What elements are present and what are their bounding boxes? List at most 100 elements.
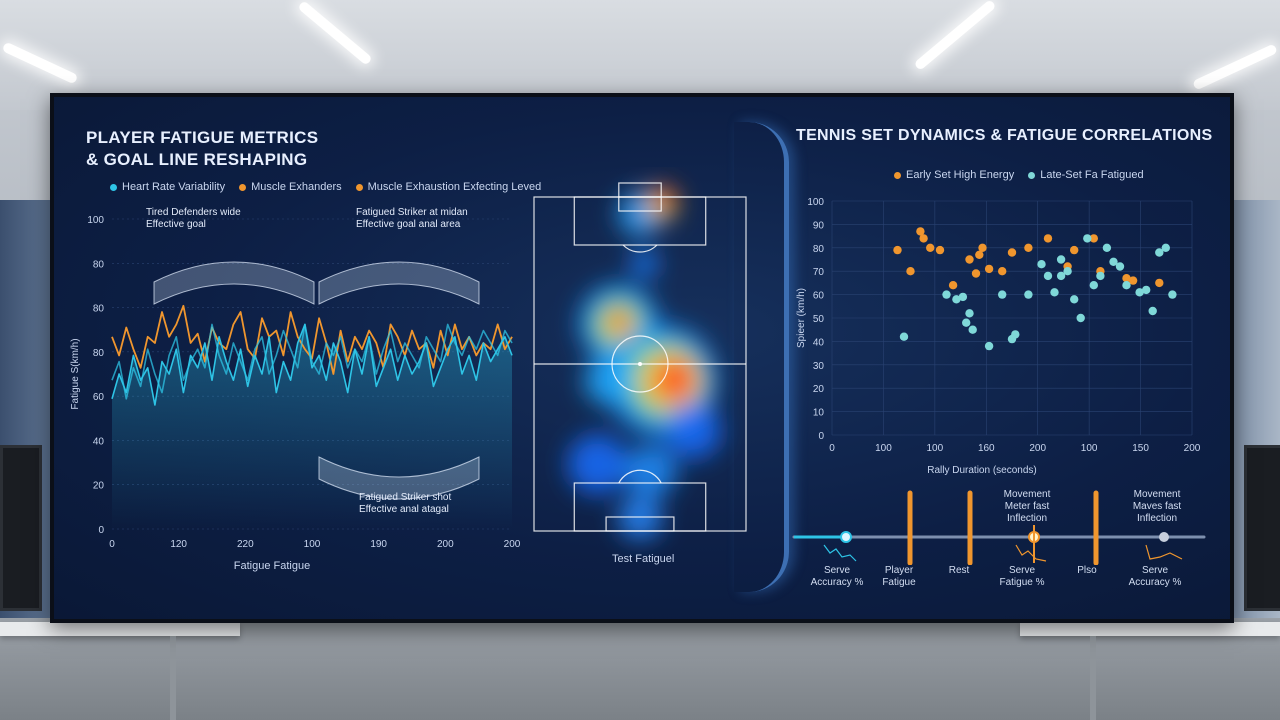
desk-monitor <box>0 445 42 611</box>
annotation-text: Fatigued Striker shot <box>359 492 451 503</box>
scatter-point <box>916 227 925 236</box>
scatter-point <box>1155 278 1164 288</box>
x-tick-label: 0 <box>829 443 835 454</box>
left-panel-title: PLAYER FATIGUE METRICS & GOAL LINE RESHA… <box>86 127 318 171</box>
desk-monitor <box>1244 445 1280 611</box>
legend-label: Late-Set Fa Fatigued <box>1040 169 1144 181</box>
right-panel-title: TENNIS SET DYNAMICS & FATIGUE CORRELATIO… <box>796 127 1213 144</box>
scatter-point <box>975 250 984 259</box>
series-area <box>112 324 512 529</box>
fatigue-line-chart: 0 20 40 60 80 80 80 100 0 120 220 100 190 200 200 Fatig… <box>70 207 521 572</box>
scatter-point <box>1122 281 1131 290</box>
timeline-label: Rest <box>922 565 996 577</box>
scatter-point <box>942 290 951 299</box>
scatter-point <box>1083 234 1092 243</box>
legend-label: Muscle Exhanders <box>251 181 342 193</box>
y-tick-label: 60 <box>813 291 825 302</box>
x-tick-label: 120 <box>170 539 187 550</box>
scatter-point <box>1115 262 1125 271</box>
heat-blob <box>665 402 721 459</box>
timeline-top-label: Movement Maves fast Inflection <box>1120 489 1194 525</box>
desk-leg <box>1090 636 1096 720</box>
scatter-point <box>1070 295 1079 304</box>
scatter-point <box>1037 260 1046 269</box>
annotation-text: Effective goal <box>146 219 206 230</box>
scatter-point <box>919 234 928 243</box>
y-tick-label: 90 <box>813 220 825 231</box>
dashboard-screen: PLAYER FATIGUE METRICS & GOAL LINE RESHA… <box>50 93 1234 623</box>
x-axis-label: Rally Duration (seconds) <box>927 465 1037 475</box>
tl-top-line: Inflection <box>1006 513 1048 524</box>
tl-line: Serve <box>1008 565 1036 576</box>
y-tick-label: 20 <box>813 384 825 395</box>
sparkline <box>823 544 857 562</box>
tl-line: Rest <box>948 565 970 576</box>
match-timeline <box>792 490 1206 565</box>
penalty-arc-bottom <box>618 469 662 484</box>
tl-line: Fatigue % <box>999 577 1045 588</box>
x-tick-label: 190 <box>370 539 387 550</box>
annotation-text: Effective goal anal area <box>356 219 461 230</box>
heat-blob <box>666 362 691 387</box>
legend-dot <box>110 183 117 191</box>
legend-dot <box>894 171 901 179</box>
y-tick-label: 0 <box>98 525 104 536</box>
center-circle <box>611 335 669 393</box>
x-tick-label: 0 <box>109 539 115 550</box>
ceiling <box>0 0 1280 110</box>
y-tick-label: 70 <box>813 267 825 278</box>
scatter-point <box>948 281 958 290</box>
sparkline <box>1145 544 1183 560</box>
glass-callout <box>318 456 480 500</box>
legend-item: Late-Set Fa Fatigued <box>1028 169 1144 181</box>
y-tick-label: 60 <box>93 392 105 403</box>
y-tick-label: 20 <box>93 481 105 492</box>
scatter-point <box>962 318 971 327</box>
center-spot <box>638 362 642 366</box>
tl-top-line: Meter fast <box>1004 501 1050 512</box>
scatter-point <box>1089 234 1098 243</box>
scatter-point <box>998 267 1007 276</box>
series-line <box>111 323 513 406</box>
scatter-point <box>1076 313 1085 323</box>
y-tick-label: 100 <box>87 215 104 226</box>
glass-callout <box>318 261 480 305</box>
y-axis-label: Spieer (km/h) <box>796 288 807 348</box>
tl-line: Serve <box>823 565 851 576</box>
legend-item: Muscle Exhanders <box>239 181 342 193</box>
legend-dot <box>239 183 247 191</box>
x-tick-label: 220 <box>237 539 254 550</box>
tl-top-line: Maves fast <box>1132 501 1182 512</box>
pitch-lines <box>533 182 747 532</box>
scatter-point <box>1168 290 1177 299</box>
y-tick-label: 80 <box>93 304 105 315</box>
scatter-point <box>1102 243 1112 252</box>
goal-top <box>618 182 662 198</box>
y-tick-label: 50 <box>813 314 825 325</box>
scatter-point <box>952 295 961 304</box>
scatter-point <box>1096 271 1105 281</box>
y-tick-label: 40 <box>813 337 825 348</box>
legend-item: Muscle Exhaustion Exfecting Leved <box>355 181 541 193</box>
scatter-point <box>906 267 915 276</box>
sparkline <box>1015 544 1047 562</box>
right-legend: Early Set High Energy Late-Set Fa Fatigu… <box>894 169 1144 181</box>
scatter-point <box>1161 243 1170 252</box>
scatter-point <box>926 243 935 252</box>
tl-top-line: Movement <box>1003 489 1051 500</box>
legend-dot <box>355 183 363 191</box>
legend-item: Heart Rate Variability <box>110 181 225 193</box>
tl-line: Serve <box>1141 565 1169 576</box>
scatter-point <box>1043 271 1053 281</box>
legend-label: Early Set High Energy <box>906 169 1015 181</box>
scatter-point <box>1050 288 1059 297</box>
scatter-point <box>965 255 974 264</box>
timeline-marker <box>840 531 852 543</box>
desk <box>1020 622 1280 636</box>
tl-top-line: Movement <box>1133 489 1181 500</box>
timeline-top-label: Movement Meter fast Inflection <box>990 489 1064 525</box>
panel-divider <box>734 122 789 592</box>
heatmap-blobs <box>567 187 721 540</box>
scatter-point <box>984 341 994 351</box>
scatter-point <box>1142 285 1151 295</box>
